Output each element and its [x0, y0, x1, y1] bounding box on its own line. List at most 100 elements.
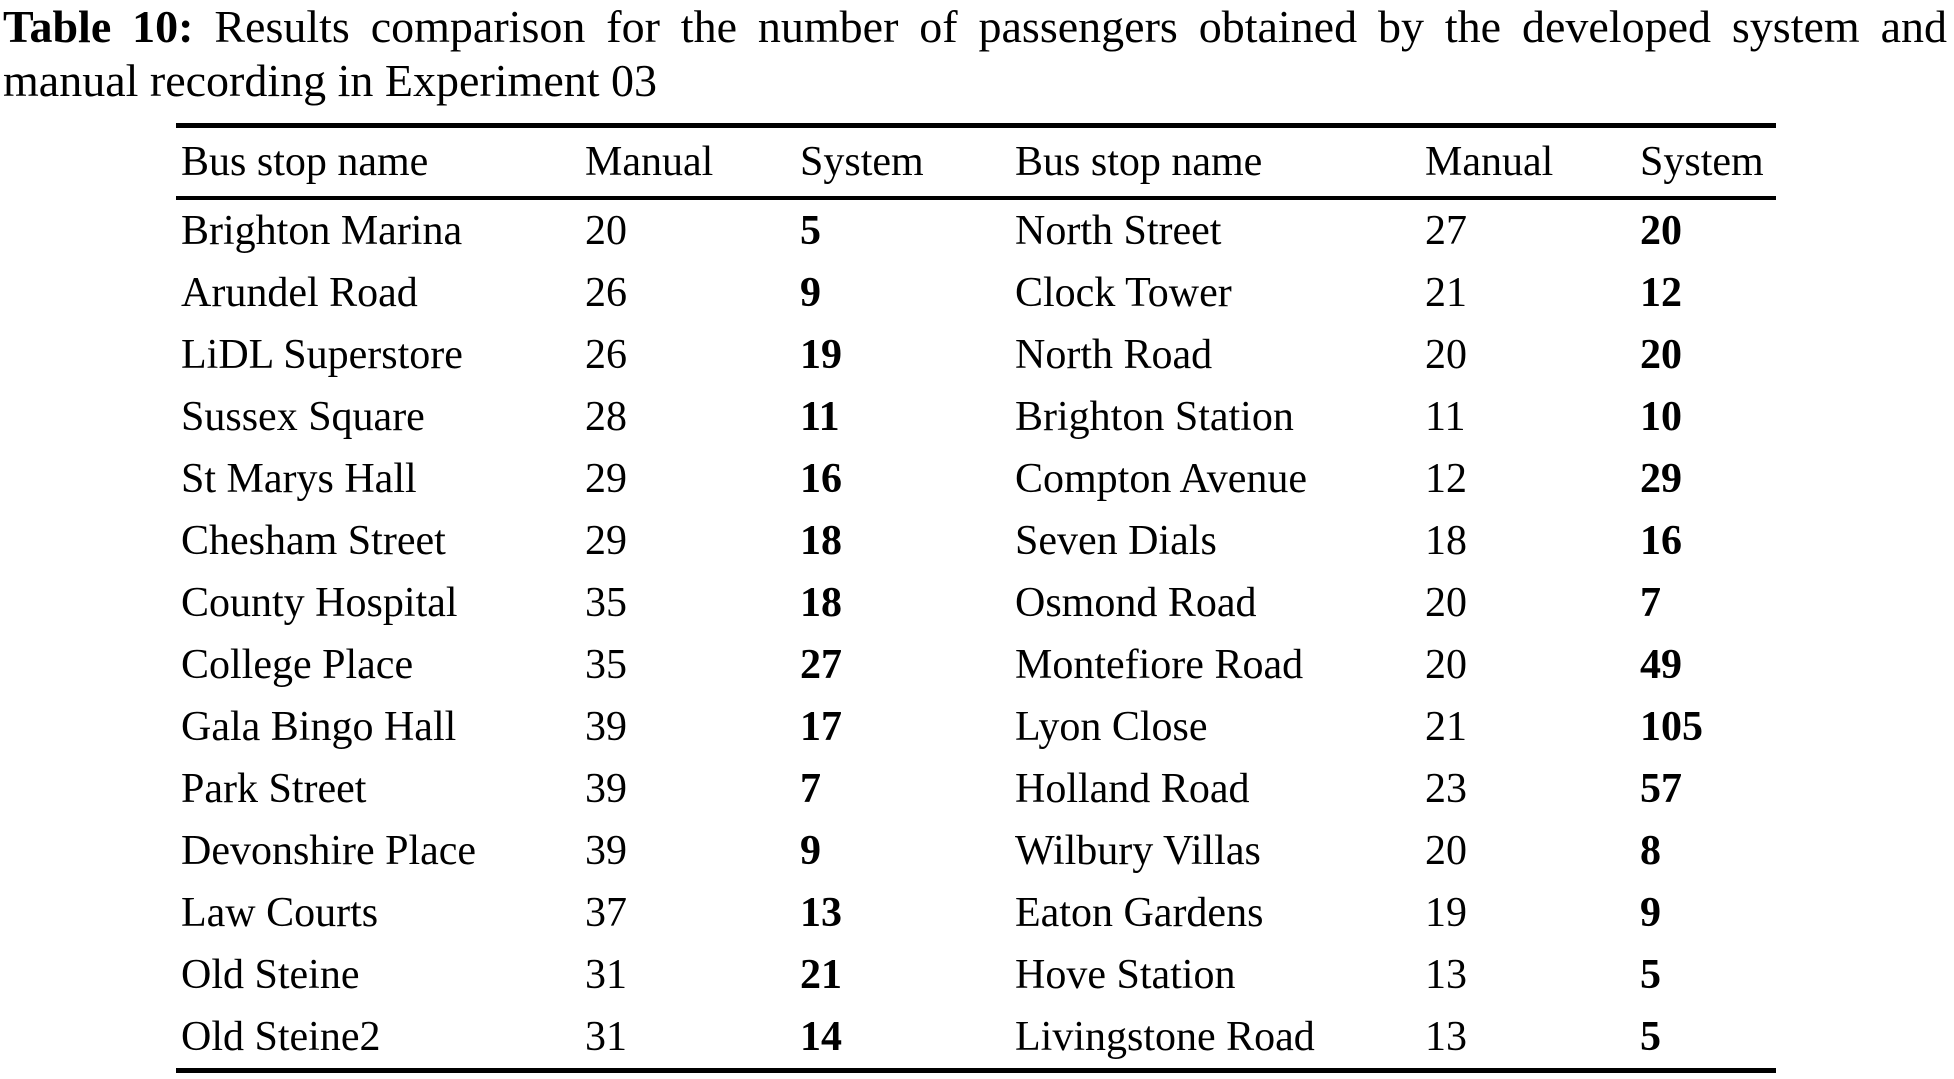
- column-header-bus-stop-name: Bus stop name: [176, 125, 585, 200]
- bus-stop-name-cell: Holland Road: [1015, 766, 1250, 812]
- column-header-bus-stop-name: Bus stop name: [1010, 125, 1425, 200]
- manual-count-cell: 35: [585, 642, 627, 688]
- caption-label: Table 10:: [3, 1, 194, 52]
- bus-stop-name-cell: Law Courts: [181, 890, 379, 936]
- system-count-cell: 18: [800, 580, 842, 626]
- manual-count-cell: 20: [1425, 580, 1467, 626]
- system-count-cell: 14: [800, 1014, 842, 1060]
- bus-stop-name-cell: Lyon Close: [1015, 704, 1208, 750]
- system-count-cell: 9: [1640, 890, 1661, 936]
- bus-stop-name-cell: Clock Tower: [1015, 270, 1232, 316]
- bus-stop-name-cell: County Hospital: [181, 580, 458, 626]
- bus-stop-name-cell: Brighton Station: [1015, 394, 1294, 440]
- table-row: St Marys Hall 29 16 Compton Avenue 12 29: [176, 448, 1776, 510]
- system-count-cell: 7: [1640, 580, 1661, 626]
- table-row: Arundel Road 26 9 Clock Tower 21 12: [176, 262, 1776, 324]
- manual-count-cell: 20: [1425, 642, 1467, 688]
- system-count-cell: 11: [800, 394, 840, 440]
- manual-count-cell: 31: [585, 1014, 627, 1060]
- system-count-cell: 20: [1640, 208, 1682, 254]
- system-count-cell: 5: [800, 208, 821, 254]
- bus-stop-name-cell: Devonshire Place: [181, 828, 477, 874]
- system-count-cell: 5: [1640, 952, 1661, 998]
- column-header-system: System: [1640, 125, 1776, 200]
- table-row: Old Steine2 31 14 Livingstone Road 13 5: [176, 1006, 1776, 1071]
- system-count-cell: 20: [1640, 332, 1682, 378]
- table-row: Devonshire Place 39 9 Wilbury Villas 20 8: [176, 820, 1776, 882]
- manual-count-cell: 23: [1425, 766, 1467, 812]
- manual-count-cell: 39: [585, 704, 627, 750]
- bus-stop-name-cell: Livingstone Road: [1015, 1014, 1315, 1060]
- table-row: County Hospital 35 18 Osmond Road 20 7: [176, 572, 1776, 634]
- manual-count-cell: 12: [1425, 456, 1467, 502]
- caption-text-line-2: manual recording in Experiment 03: [3, 55, 658, 106]
- table-header: Bus stop name Manual System Bus stop name Ma…: [176, 125, 1776, 200]
- system-count-cell: 17: [800, 704, 842, 750]
- manual-count-cell: 29: [585, 456, 627, 502]
- bus-stop-name-cell: Park Street: [181, 766, 367, 812]
- bus-stop-name-cell: North Street: [1015, 208, 1222, 254]
- system-count-cell: 12: [1640, 270, 1682, 316]
- table-row: Chesham Street 29 18 Seven Dials 18 16: [176, 510, 1776, 572]
- system-count-cell: 7: [800, 766, 821, 812]
- system-count-cell: 29: [1640, 456, 1682, 502]
- manual-count-cell: 28: [585, 394, 627, 440]
- system-count-cell: 13: [800, 890, 842, 936]
- bus-stop-name-cell: Arundel Road: [181, 270, 418, 316]
- bus-stop-name-cell: Eaton Gardens: [1015, 890, 1264, 936]
- system-count-cell: 49: [1640, 642, 1682, 688]
- system-count-cell: 27: [800, 642, 842, 688]
- system-count-cell: 9: [800, 270, 821, 316]
- bus-stop-name-cell: Compton Avenue: [1015, 456, 1308, 502]
- bus-stop-name-cell: Hove Station: [1015, 952, 1236, 998]
- bus-stop-name-cell: College Place: [181, 642, 414, 688]
- manual-count-cell: 35: [585, 580, 627, 626]
- system-count-cell: 5: [1640, 1014, 1661, 1060]
- bus-stop-name-cell: Seven Dials: [1015, 518, 1217, 564]
- manual-count-cell: 27: [1425, 208, 1467, 254]
- table-row: Old Steine 31 21 Hove Station 13 5: [176, 944, 1776, 1006]
- table-body: Brighton Marina 20 5 North Street 27 20 Arunde…: [176, 198, 1776, 1071]
- manual-count-cell: 20: [1425, 828, 1467, 874]
- table-row: Sussex Square 28 11 Brighton Station 11 10: [176, 386, 1776, 448]
- manual-count-cell: 29: [585, 518, 627, 564]
- system-count-cell: 16: [800, 456, 842, 502]
- manual-count-cell: 21: [1425, 270, 1467, 316]
- bus-stop-name-cell: Montefiore Road: [1015, 642, 1304, 688]
- table-row: LiDL Superstore 26 19 North Road 20 20: [176, 324, 1776, 386]
- manual-count-cell: 11: [1425, 394, 1466, 440]
- system-count-cell: 57: [1640, 766, 1682, 812]
- caption-text-line-1: Results comparison for the number of pas…: [214, 1, 1948, 52]
- manual-count-cell: 21: [1425, 704, 1467, 750]
- manual-count-cell: 37: [585, 890, 627, 936]
- bus-stop-name-cell: Brighton Marina: [181, 208, 463, 254]
- manual-count-cell: 31: [585, 952, 627, 998]
- system-count-cell: 105: [1640, 704, 1703, 750]
- system-count-cell: 9: [800, 828, 821, 874]
- manual-count-cell: 19: [1425, 890, 1467, 936]
- manual-count-cell: 39: [585, 828, 627, 874]
- manual-count-cell: 20: [1425, 332, 1467, 378]
- bus-stop-name-cell: Wilbury Villas: [1015, 828, 1261, 874]
- bus-stop-name-cell: Gala Bingo Hall: [181, 704, 457, 750]
- column-header-system: System: [800, 125, 1010, 200]
- system-count-cell: 21: [800, 952, 842, 998]
- system-count-cell: 10: [1640, 394, 1682, 440]
- table-row: Law Courts 37 13 Eaton Gardens 19 9: [176, 882, 1776, 944]
- bus-stop-name-cell: Chesham Street: [181, 518, 446, 564]
- manual-count-cell: 20: [585, 208, 627, 254]
- manual-count-cell: 18: [1425, 518, 1467, 564]
- table-caption: Table 10: Results comparison for the num…: [3, 0, 1947, 108]
- manual-count-cell: 26: [585, 270, 627, 316]
- manual-count-cell: 13: [1425, 952, 1467, 998]
- table-row: Park Street 39 7 Holland Road 23 57: [176, 758, 1776, 820]
- bus-stop-name-cell: Old Steine2: [181, 1014, 381, 1060]
- column-header-manual: Manual: [585, 125, 800, 200]
- system-count-cell: 16: [1640, 518, 1682, 564]
- table-row: Brighton Marina 20 5 North Street 27 20: [176, 198, 1776, 262]
- bus-stop-name-cell: St Marys Hall: [181, 456, 417, 502]
- manual-count-cell: 39: [585, 766, 627, 812]
- system-count-cell: 19: [800, 332, 842, 378]
- table-row: Gala Bingo Hall 39 17 Lyon Close 21 105: [176, 696, 1776, 758]
